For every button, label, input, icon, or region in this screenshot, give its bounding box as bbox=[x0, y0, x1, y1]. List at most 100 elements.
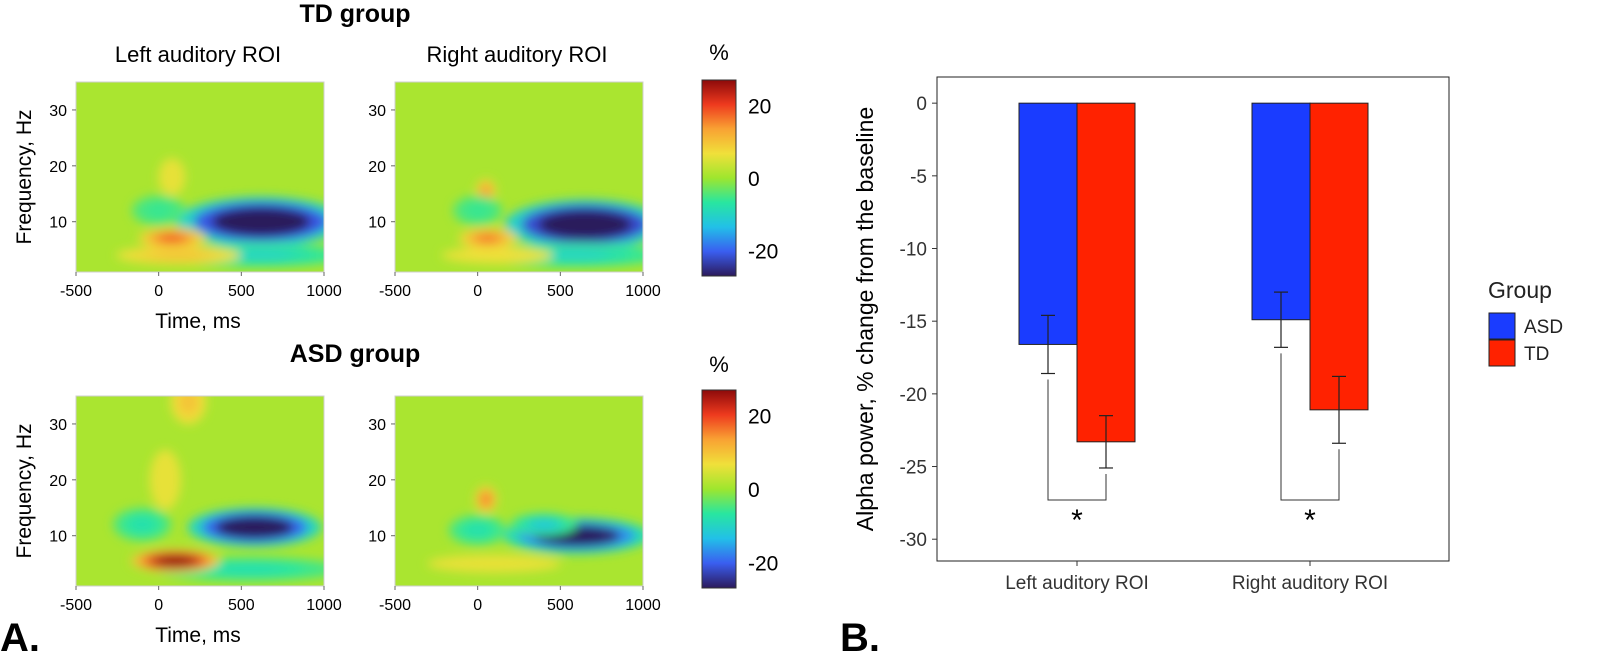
x-tick-label: -500 bbox=[60, 597, 92, 614]
heatmap-blob bbox=[166, 169, 177, 185]
x-axis-label: Time, ms bbox=[155, 624, 241, 647]
td-left-roi-title: Left auditory ROI bbox=[114, 42, 282, 67]
bar-td bbox=[1076, 102, 1136, 443]
y-tick-label: 10 bbox=[49, 529, 67, 546]
colorbar-title: % bbox=[709, 352, 729, 377]
significance-star: * bbox=[1304, 504, 1316, 537]
bar-y-tick-label: -10 bbox=[900, 240, 927, 261]
heatmap-blob bbox=[468, 560, 520, 568]
colorbar bbox=[701, 79, 737, 277]
significance-bracket bbox=[1047, 379, 1107, 501]
heatmap-blob bbox=[148, 204, 169, 217]
panel-b-label: B. bbox=[840, 616, 880, 660]
bar-asd bbox=[1251, 102, 1311, 321]
heatmap-frame bbox=[75, 81, 325, 273]
heatmap-blob bbox=[158, 556, 193, 566]
x-tick-label: 0 bbox=[473, 283, 482, 300]
x-tick-label: 1000 bbox=[306, 597, 342, 614]
y-tick-label: 30 bbox=[368, 417, 386, 434]
y-tick-label: 30 bbox=[368, 103, 386, 120]
heatmap-blob bbox=[131, 518, 154, 531]
heatmap-blob bbox=[554, 215, 616, 234]
bar-x-tick-label: Left auditory ROI bbox=[1005, 573, 1149, 594]
colorbar-tick-label: 20 bbox=[748, 406, 771, 429]
bar-td bbox=[1309, 102, 1369, 411]
bar-asd bbox=[1018, 102, 1078, 345]
heatmap-blob bbox=[538, 250, 609, 260]
heatmap-blob bbox=[531, 520, 557, 529]
y-tick-label: 30 bbox=[49, 103, 67, 120]
heatmap-blob bbox=[229, 212, 294, 232]
x-tick-label: 500 bbox=[228, 283, 255, 300]
bar-plot-frame bbox=[936, 76, 1450, 562]
heatmap-blob bbox=[222, 250, 294, 260]
heatmap-features bbox=[441, 178, 643, 268]
x-tick-label: -500 bbox=[379, 283, 411, 300]
heatmap-features bbox=[427, 485, 643, 573]
bar-x-tick-label: Right auditory ROI bbox=[1232, 573, 1388, 594]
colorbar-tick-label: 20 bbox=[748, 95, 771, 118]
heatmap-blob bbox=[466, 524, 489, 536]
heatmap-blob bbox=[159, 468, 172, 492]
legend-title: Group bbox=[1488, 277, 1552, 303]
bar-y-tick-label: -5 bbox=[910, 167, 927, 188]
heatmap-frame bbox=[394, 81, 644, 273]
bar-y-axis-label: Alpha power, % change from the baseline bbox=[852, 107, 878, 532]
heatmap-frame bbox=[394, 395, 644, 587]
heatmap-td-left bbox=[76, 82, 324, 272]
heatmap-td-right bbox=[395, 82, 643, 272]
y-tick-label: 20 bbox=[49, 159, 67, 176]
significance-star: * bbox=[1071, 504, 1083, 537]
x-tick-label: 0 bbox=[154, 283, 163, 300]
heatmap-blob bbox=[181, 396, 196, 411]
heatmap-background bbox=[395, 396, 643, 586]
heatmap-blob bbox=[476, 234, 499, 243]
y-tick-label: 10 bbox=[368, 529, 386, 546]
y-axis-label: Frequency, Hz bbox=[13, 424, 36, 559]
bar-y-tick-label: 0 bbox=[916, 94, 927, 115]
heatmap-blob bbox=[229, 519, 280, 535]
heatmap-blob bbox=[154, 251, 203, 259]
td-right-roi-title: Right auditory ROI bbox=[426, 42, 608, 67]
heatmap-frame bbox=[75, 395, 325, 587]
bar-y-tick-label: -30 bbox=[900, 530, 927, 551]
x-tick-label: 500 bbox=[547, 283, 574, 300]
heatmap-blob bbox=[468, 204, 487, 217]
x-tick-label: 0 bbox=[154, 597, 163, 614]
heatmap-features bbox=[113, 396, 324, 582]
x-tick-label: 1000 bbox=[306, 283, 342, 300]
heatmap-asd-right bbox=[395, 396, 643, 586]
y-tick-label: 10 bbox=[368, 215, 386, 232]
colorbar bbox=[701, 389, 737, 589]
x-tick-label: 1000 bbox=[625, 283, 661, 300]
heatmap-features bbox=[116, 158, 324, 268]
x-axis-label: Time, ms bbox=[155, 310, 241, 333]
asd-group-title: ASD group bbox=[289, 340, 421, 368]
heatmap-blob bbox=[214, 564, 286, 574]
y-tick-label: 20 bbox=[368, 473, 386, 490]
panel-a-label: A. bbox=[0, 616, 40, 660]
x-tick-label: 500 bbox=[547, 597, 574, 614]
heatmap-blob bbox=[476, 252, 519, 259]
heatmap-blob bbox=[159, 234, 185, 243]
bar-y-tick-label: -25 bbox=[900, 458, 927, 479]
y-tick-label: 10 bbox=[49, 215, 67, 232]
y-tick-label: 20 bbox=[49, 473, 67, 490]
bar-y-tick-label: -20 bbox=[900, 385, 927, 406]
heatmap-asd-left bbox=[76, 396, 324, 586]
bar-y-tick-label: -15 bbox=[900, 312, 927, 333]
colorbar-tick-label: 0 bbox=[748, 168, 760, 191]
td-group-title: TD group bbox=[299, 0, 411, 28]
legend-label-asd: ASD bbox=[1524, 317, 1563, 338]
x-tick-label: -500 bbox=[60, 283, 92, 300]
x-tick-label: 500 bbox=[228, 597, 255, 614]
heatmap-blob bbox=[481, 494, 491, 505]
legend-label-td: TD bbox=[1524, 344, 1549, 365]
y-tick-label: 30 bbox=[49, 417, 67, 434]
significance-bracket bbox=[1280, 353, 1340, 501]
x-tick-label: -500 bbox=[379, 597, 411, 614]
heatmap-blob bbox=[482, 186, 490, 196]
y-axis-label: Frequency, Hz bbox=[13, 110, 36, 245]
